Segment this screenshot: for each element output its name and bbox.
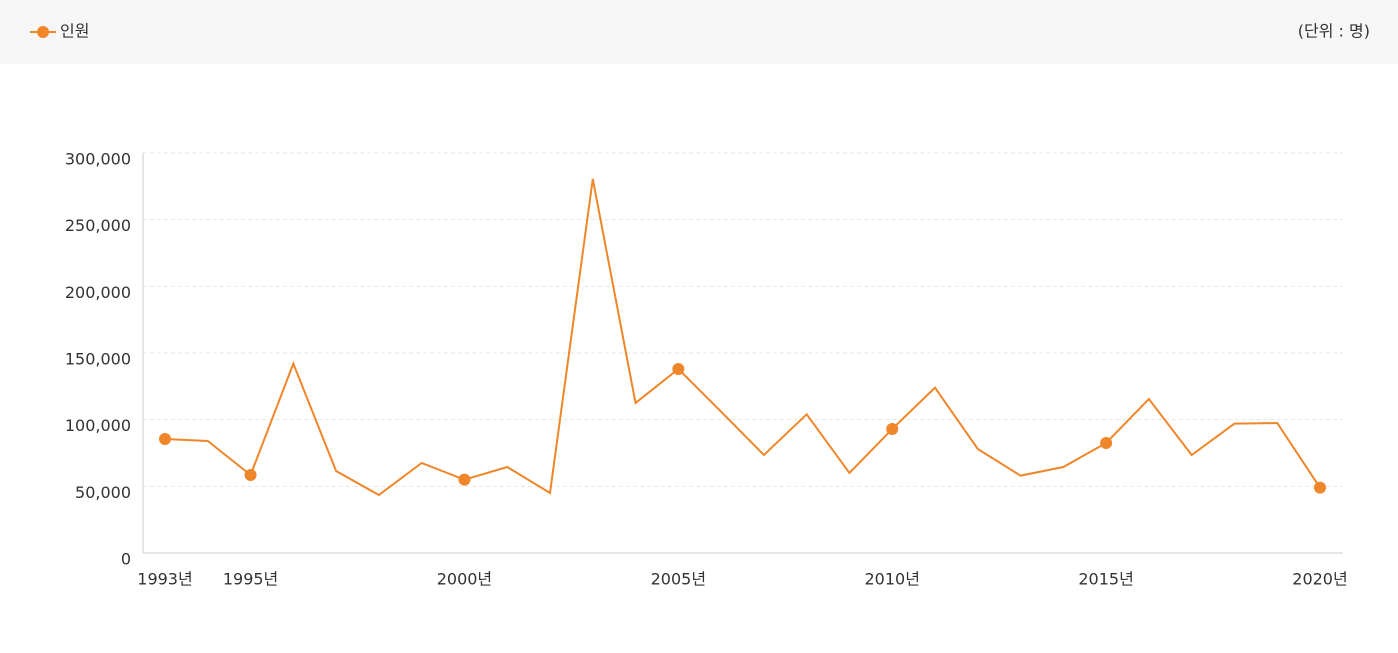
x-tick-label: 2010년 xyxy=(864,570,919,589)
y-tick-label: 200,000 xyxy=(65,283,131,302)
y-tick-label: 300,000 xyxy=(65,150,131,169)
x-tick-label: 2020년 xyxy=(1292,570,1347,589)
marker xyxy=(458,473,471,486)
line xyxy=(164,178,1321,497)
marker xyxy=(1314,481,1326,494)
marker xyxy=(672,363,685,375)
marker xyxy=(244,469,257,481)
x-tick-label: 1995년 xyxy=(223,570,278,589)
x-tick-label: 2015년 xyxy=(1078,570,1133,589)
y-tick-label: 250,000 xyxy=(65,216,131,235)
header-bar xyxy=(0,0,1398,64)
marker xyxy=(159,433,171,445)
y-tick-label: 0 xyxy=(121,550,131,569)
y-tick-label: 150,000 xyxy=(65,350,131,369)
y-tick-label: 50,000 xyxy=(75,483,131,502)
marker xyxy=(1100,437,1113,449)
unit-label: (단위 : 명) xyxy=(1298,22,1370,41)
legend-label: 인원 xyxy=(60,22,89,41)
x-tick-label: 2000년 xyxy=(437,570,492,589)
x-tick-label: 1993년 xyxy=(137,570,192,589)
y-tick-label: 100,000 xyxy=(65,416,131,435)
legend-marker xyxy=(37,26,49,38)
x-tick-label: 2005년 xyxy=(651,570,706,589)
marker xyxy=(886,423,899,435)
